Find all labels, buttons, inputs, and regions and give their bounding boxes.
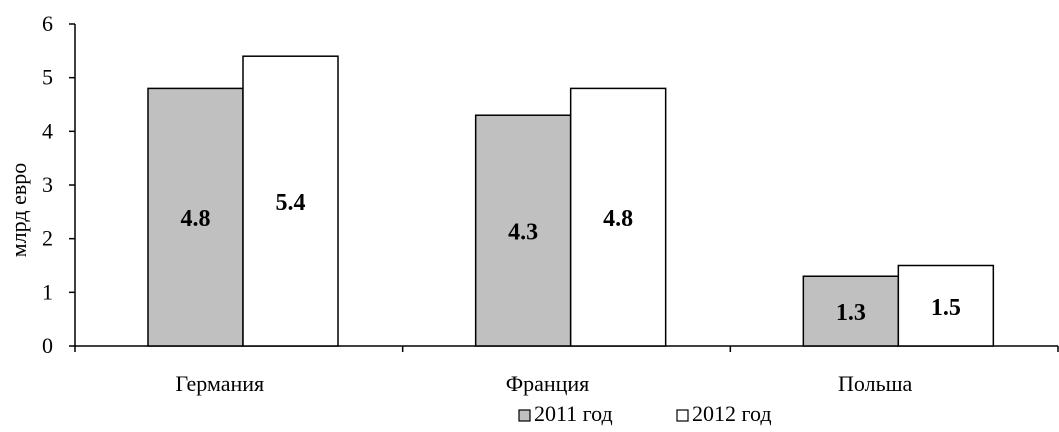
data-label: 4.8 — [603, 206, 633, 232]
x-axis — [74, 345, 1059, 352]
y-tick-label: 2 — [42, 226, 53, 251]
data-label: 1.5 — [931, 295, 961, 321]
bars — [147, 55, 995, 347]
y-tick-label: 5 — [42, 65, 53, 90]
y-tick-label: 6 — [42, 11, 53, 36]
legend: 2011 год 2012 год — [518, 401, 772, 426]
bar — [474, 114, 572, 347]
legend-swatch — [518, 409, 531, 422]
legend-label: 2012 год — [692, 401, 772, 426]
category-label: Польша — [838, 371, 913, 396]
data-label: 4.3 — [508, 220, 538, 246]
bar — [242, 55, 339, 347]
y-tick-label: 4 — [42, 118, 53, 143]
bar — [802, 275, 900, 347]
x-ticks — [74, 346, 1059, 352]
y-tick-label: 3 — [42, 172, 53, 197]
legend-swatch — [676, 409, 689, 422]
category-label: Германия — [175, 371, 264, 396]
data-label: 4.8 — [181, 206, 211, 232]
data-labels: 4.8 5.4 4.3 4.8 1.3 1.5 — [181, 190, 961, 326]
y-ticks: 0 1 2 3 4 5 6 — [42, 11, 75, 358]
y-axis: 0 1 2 3 4 5 6 — [42, 11, 76, 358]
data-label: 5.4 — [276, 190, 306, 216]
y-axis-title: млрд евро — [6, 163, 31, 257]
data-label: 1.3 — [836, 300, 866, 326]
y-tick-label: 1 — [42, 279, 53, 304]
bar — [569, 87, 667, 347]
legend-label: 2011 год — [534, 401, 613, 426]
y-tick-label: 0 — [42, 333, 53, 358]
category-labels: Германия Франция Польша — [175, 371, 912, 396]
bar — [147, 87, 244, 347]
category-label: Франция — [506, 371, 590, 396]
bar — [897, 264, 995, 347]
